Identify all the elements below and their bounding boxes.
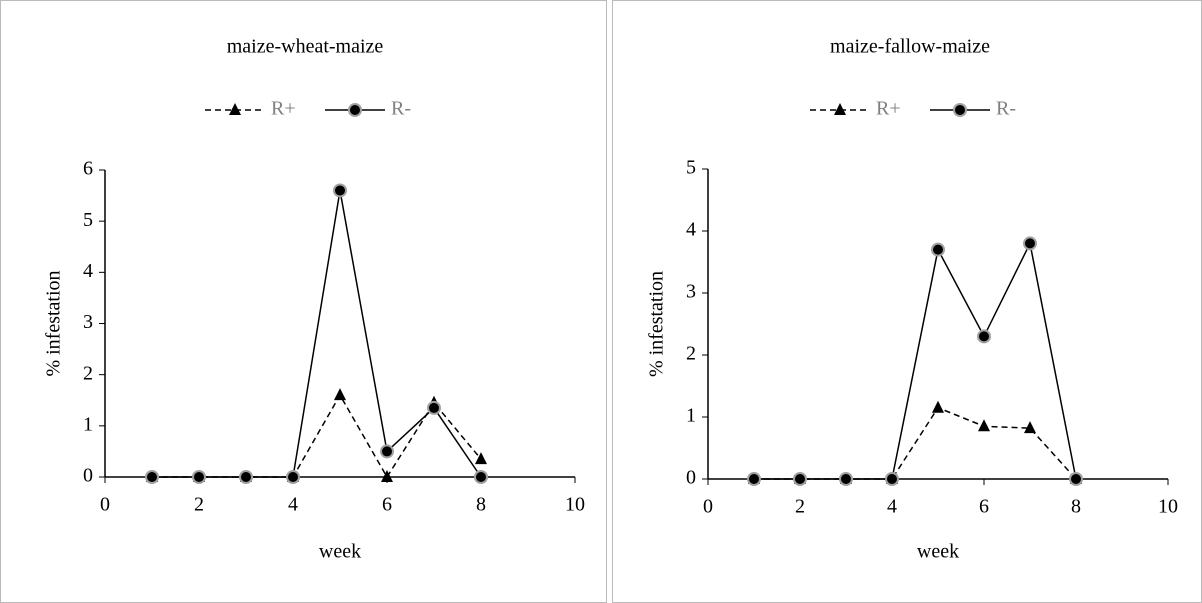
marker: [1023, 236, 1037, 251]
marker: [192, 470, 206, 484]
x-tick-label: 8: [476, 494, 486, 516]
chart-title: maize-fallow-maize: [830, 36, 990, 58]
marker: [834, 103, 846, 115]
marker: [1069, 472, 1083, 486]
marker: [885, 472, 899, 486]
marker: [839, 472, 853, 486]
x-tick-label: 10: [1158, 496, 1178, 518]
y-tick-label: 1: [686, 405, 696, 427]
marker: [474, 470, 488, 484]
x-tick-label: 0: [100, 494, 110, 516]
x-tick-label: 6: [382, 494, 392, 516]
x-tick-label: 10: [565, 494, 585, 516]
legend-text: R-: [996, 98, 1016, 120]
chart-title: maize-wheat-maize: [227, 36, 384, 58]
x-tick-label: 8: [1071, 496, 1081, 518]
marker: [380, 444, 394, 459]
marker: [333, 183, 347, 198]
x-tick-label: 2: [194, 494, 204, 516]
y-tick-label: 0: [686, 467, 696, 489]
series-line: [152, 190, 482, 478]
x-tick-label: 2: [795, 496, 805, 518]
series-line: [754, 406, 1077, 480]
x-tick-label: 6: [979, 496, 989, 518]
y-axis-label: % infestation: [646, 271, 668, 377]
series-line: [754, 241, 1077, 480]
marker: [1024, 421, 1036, 434]
marker: [747, 472, 761, 486]
y-tick-label: 5: [83, 209, 93, 231]
marker: [427, 400, 441, 415]
marker: [977, 329, 991, 344]
marker: [381, 470, 393, 482]
y-tick-label: 2: [83, 362, 93, 384]
x-tick-label: 4: [288, 494, 298, 516]
x-tick-label: 0: [703, 496, 713, 518]
marker: [793, 472, 807, 486]
y-tick-label: 1: [83, 413, 93, 435]
y-tick-label: 2: [686, 343, 696, 365]
marker: [334, 388, 346, 401]
marker: [931, 242, 945, 257]
marker: [953, 103, 967, 117]
legend-text: R-: [391, 98, 411, 120]
marker: [932, 400, 944, 413]
y-axis-label: % infestation: [43, 270, 65, 376]
marker: [475, 452, 487, 465]
y-tick-label: 4: [686, 219, 696, 241]
legend-text: R+: [271, 98, 296, 120]
marker: [239, 470, 253, 484]
marker: [286, 470, 300, 484]
panel-border: [0, 0, 607, 603]
marker: [978, 419, 990, 432]
marker: [145, 470, 159, 484]
y-tick-label: 0: [83, 465, 93, 487]
y-tick-label: 3: [83, 311, 93, 333]
marker: [348, 103, 362, 117]
legend-text: R+: [876, 98, 901, 120]
y-tick-label: 6: [83, 158, 93, 180]
y-tick-label: 4: [83, 260, 93, 282]
x-tick-label: 4: [887, 496, 897, 518]
marker: [229, 103, 241, 115]
panel-border: [612, 0, 1202, 603]
y-tick-label: 5: [686, 157, 696, 179]
x-axis-label: week: [319, 541, 361, 563]
y-tick-label: 3: [686, 281, 696, 303]
x-axis-label: week: [917, 541, 959, 563]
